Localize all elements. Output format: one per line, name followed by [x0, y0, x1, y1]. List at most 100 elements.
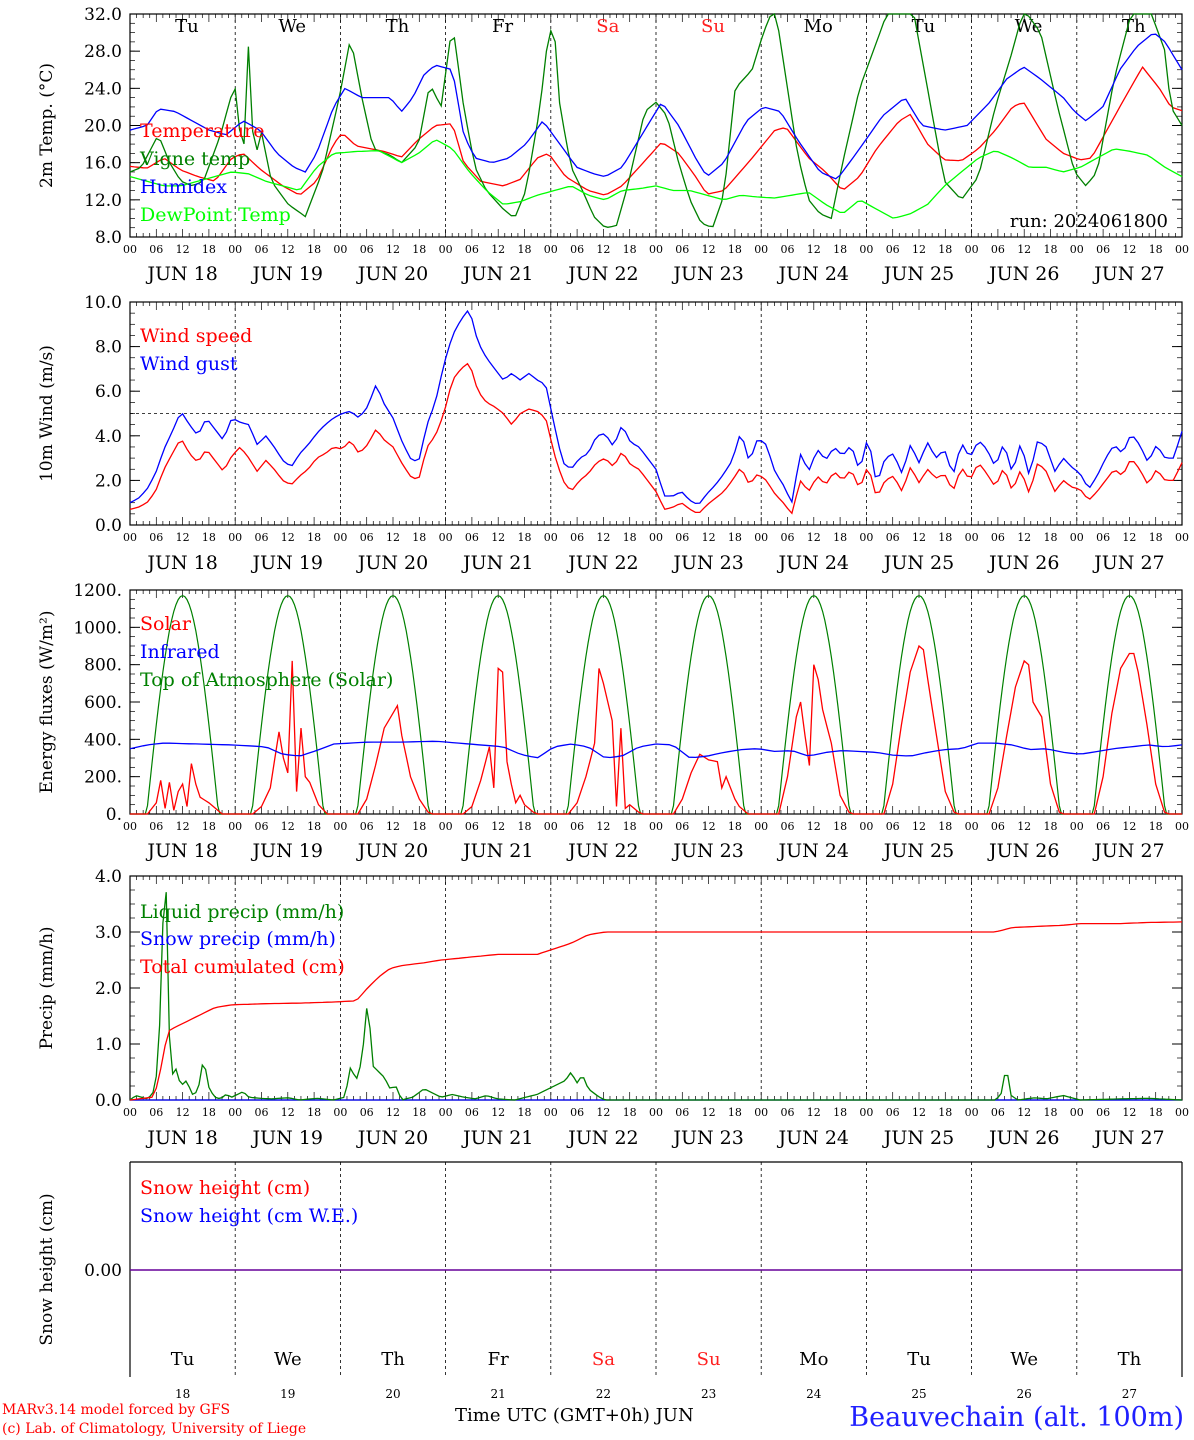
day-number-label: 22: [596, 1387, 611, 1400]
hour-tick-label: 18: [202, 820, 216, 833]
hour-tick-label: 12: [491, 243, 505, 256]
hour-tick-label: 00: [333, 243, 347, 256]
y-tick-label: 0.0: [95, 1091, 122, 1111]
weekday-label: Fr: [492, 16, 513, 37]
y-tick-label: 2.0: [95, 979, 122, 999]
hour-tick-label: 00: [859, 531, 873, 544]
run-label: run: 2024061800: [1010, 211, 1168, 232]
day-label: JUN 22: [566, 263, 638, 285]
hour-tick-label: 00: [754, 531, 768, 544]
hour-tick-label: 12: [1017, 243, 1031, 256]
hour-tick-label: 06: [886, 820, 900, 833]
day-label: JUN 20: [356, 840, 428, 862]
hour-tick-label: 06: [465, 1106, 479, 1119]
day-label: JUN 20: [356, 1127, 428, 1149]
legend-entry: Snow precip (mm/h): [140, 928, 336, 950]
hour-tick-label: 18: [518, 1106, 532, 1119]
day-label: JUN 21: [461, 840, 533, 862]
hour-tick-label: 00: [859, 243, 873, 256]
hour-tick-label: 12: [596, 820, 610, 833]
y-tick-label: 400.: [84, 730, 122, 750]
day-label: JUN 21: [461, 263, 533, 285]
hour-tick-label: 00: [228, 243, 242, 256]
hour-tick-label: 18: [1149, 243, 1163, 256]
hour-tick-label: 06: [255, 243, 269, 256]
weekday-label: Su: [701, 16, 725, 37]
hour-tick-label: 18: [1044, 243, 1058, 256]
series-line-2: [129, 33, 1183, 180]
y-tick-label: 28.0: [84, 42, 122, 62]
day-number-label: 19: [280, 1387, 295, 1400]
y-tick-label: 2.0: [95, 471, 122, 491]
weekday-label: Tu: [171, 1349, 195, 1370]
y-tick-label: 0.: [106, 805, 122, 825]
hour-tick-label: 12: [281, 531, 295, 544]
day-label: JUN 18: [145, 1127, 217, 1149]
hour-tick-label: 00: [123, 820, 137, 833]
y-tick-label: 10.0: [84, 293, 122, 313]
weekday-label: Mo: [804, 16, 833, 37]
weekday-label: Sa: [596, 16, 619, 37]
day-label: JUN 24: [777, 552, 849, 574]
hour-tick-label: 12: [596, 243, 610, 256]
day-label: JUN 26: [987, 840, 1059, 862]
hour-tick-label: 18: [307, 531, 321, 544]
hour-tick-label: 18: [938, 531, 952, 544]
day-label: JUN 23: [671, 840, 743, 862]
weekday-label: Fr: [488, 1349, 509, 1370]
hour-tick-label: 12: [1122, 531, 1136, 544]
hour-tick-label: 12: [702, 531, 716, 544]
hour-tick-label: 06: [255, 820, 269, 833]
hour-tick-label: 18: [202, 1106, 216, 1119]
lab-credit: (c) Lab. of Climatology, University of L…: [2, 1421, 307, 1437]
hour-tick-label: 18: [728, 820, 742, 833]
hour-tick-label: 12: [596, 1106, 610, 1119]
hour-tick-label: 12: [281, 243, 295, 256]
hour-tick-label: 06: [781, 820, 795, 833]
weekday-label: Tu: [175, 16, 199, 37]
day-label: JUN 27: [1092, 1127, 1164, 1149]
y-tick-label: 1000.: [73, 618, 122, 638]
y-tick-label: 600.: [84, 693, 122, 713]
hour-tick-label: 12: [1122, 1106, 1136, 1119]
hour-tick-label: 18: [623, 820, 637, 833]
hour-tick-label: 00: [123, 531, 137, 544]
legend-entry: Total cumulated (cm): [140, 956, 345, 978]
series-line-solar: [130, 644, 1182, 815]
day-number-label: 24: [806, 1387, 822, 1400]
day-label: JUN 23: [671, 1127, 743, 1149]
y-tick-label: 4.0: [95, 867, 122, 887]
hour-tick-label: 12: [1017, 820, 1031, 833]
legend-entry: Snow height (cm): [140, 1177, 310, 1199]
hour-tick-label: 18: [1149, 1106, 1163, 1119]
hour-tick-label: 00: [1175, 531, 1189, 544]
hour-tick-label: 18: [518, 531, 532, 544]
hour-tick-label: 00: [333, 531, 347, 544]
y-tick-label: 6.0: [95, 382, 122, 402]
hour-tick-label: 00: [1070, 1106, 1084, 1119]
hour-tick-label: 18: [307, 820, 321, 833]
hour-tick-label: 06: [1096, 531, 1110, 544]
hour-tick-label: 00: [965, 243, 979, 256]
hour-tick-label: 06: [570, 531, 584, 544]
day-label: JUN 19: [251, 263, 323, 285]
series-line-0: [129, 362, 1183, 515]
weekday-label: We: [278, 16, 306, 37]
hour-tick-label: 06: [675, 243, 689, 256]
hour-tick-label: 18: [728, 1106, 742, 1119]
hour-tick-label: 18: [833, 1106, 847, 1119]
day-label: JUN 21: [461, 552, 533, 574]
weekday-label: We: [1010, 1349, 1038, 1370]
panel-frame-2: [129, 589, 1183, 815]
hour-tick-label: 12: [1017, 1106, 1031, 1119]
day-label: JUN 27: [1092, 840, 1164, 862]
hour-tick-label: 18: [1044, 531, 1058, 544]
y-tick-label: 0.0: [95, 516, 122, 536]
weekday-label: Sa: [592, 1349, 615, 1370]
hour-tick-label: 00: [649, 531, 663, 544]
hour-tick-label: 18: [1149, 531, 1163, 544]
y-tick-label: 3.0: [95, 923, 122, 943]
day-label: JUN 24: [777, 840, 849, 862]
hour-tick-label: 06: [675, 531, 689, 544]
day-label: JUN 25: [882, 552, 954, 574]
